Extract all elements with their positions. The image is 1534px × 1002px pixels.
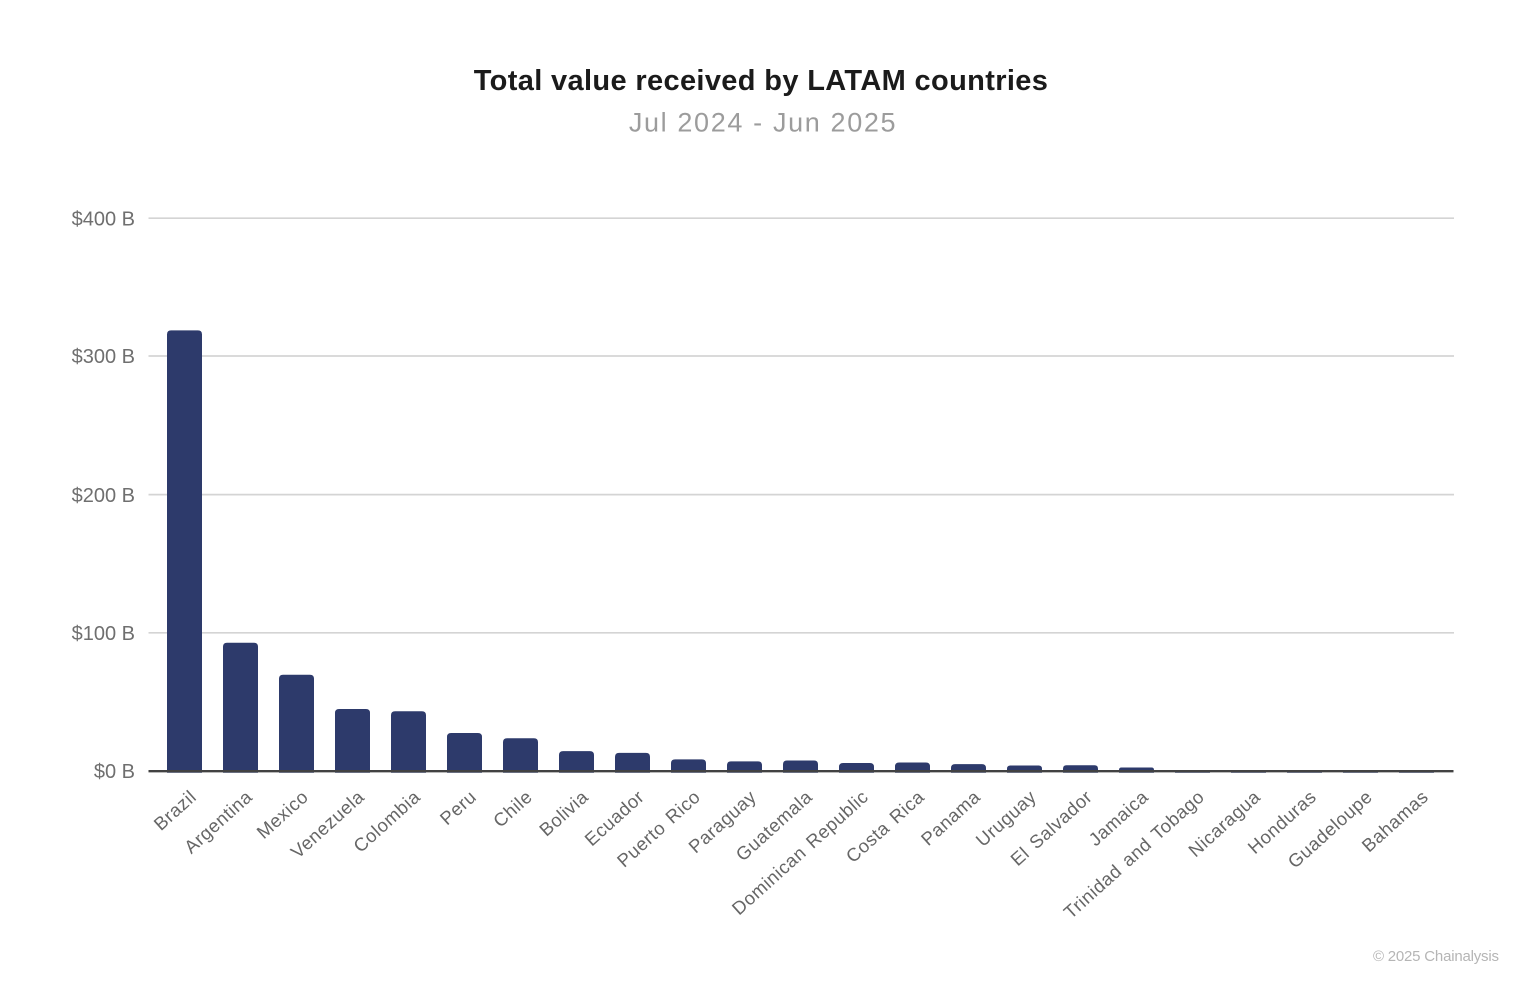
svg-text:$0 B: $0 B xyxy=(94,761,135,783)
svg-text:$100 B: $100 B xyxy=(72,623,135,645)
svg-text:$200 B: $200 B xyxy=(72,485,135,507)
svg-text:© 2025 Chainalysis: © 2025 Chainalysis xyxy=(1373,948,1499,965)
svg-text:$400 B: $400 B xyxy=(72,208,135,230)
svg-text:$300 B: $300 B xyxy=(72,346,135,368)
svg-text:Jul 2024 - Jun 2025: Jul 2024 - Jun 2025 xyxy=(629,108,897,138)
svg-text:Total value received by LATAM: Total value received by LATAM countries xyxy=(474,65,1048,97)
